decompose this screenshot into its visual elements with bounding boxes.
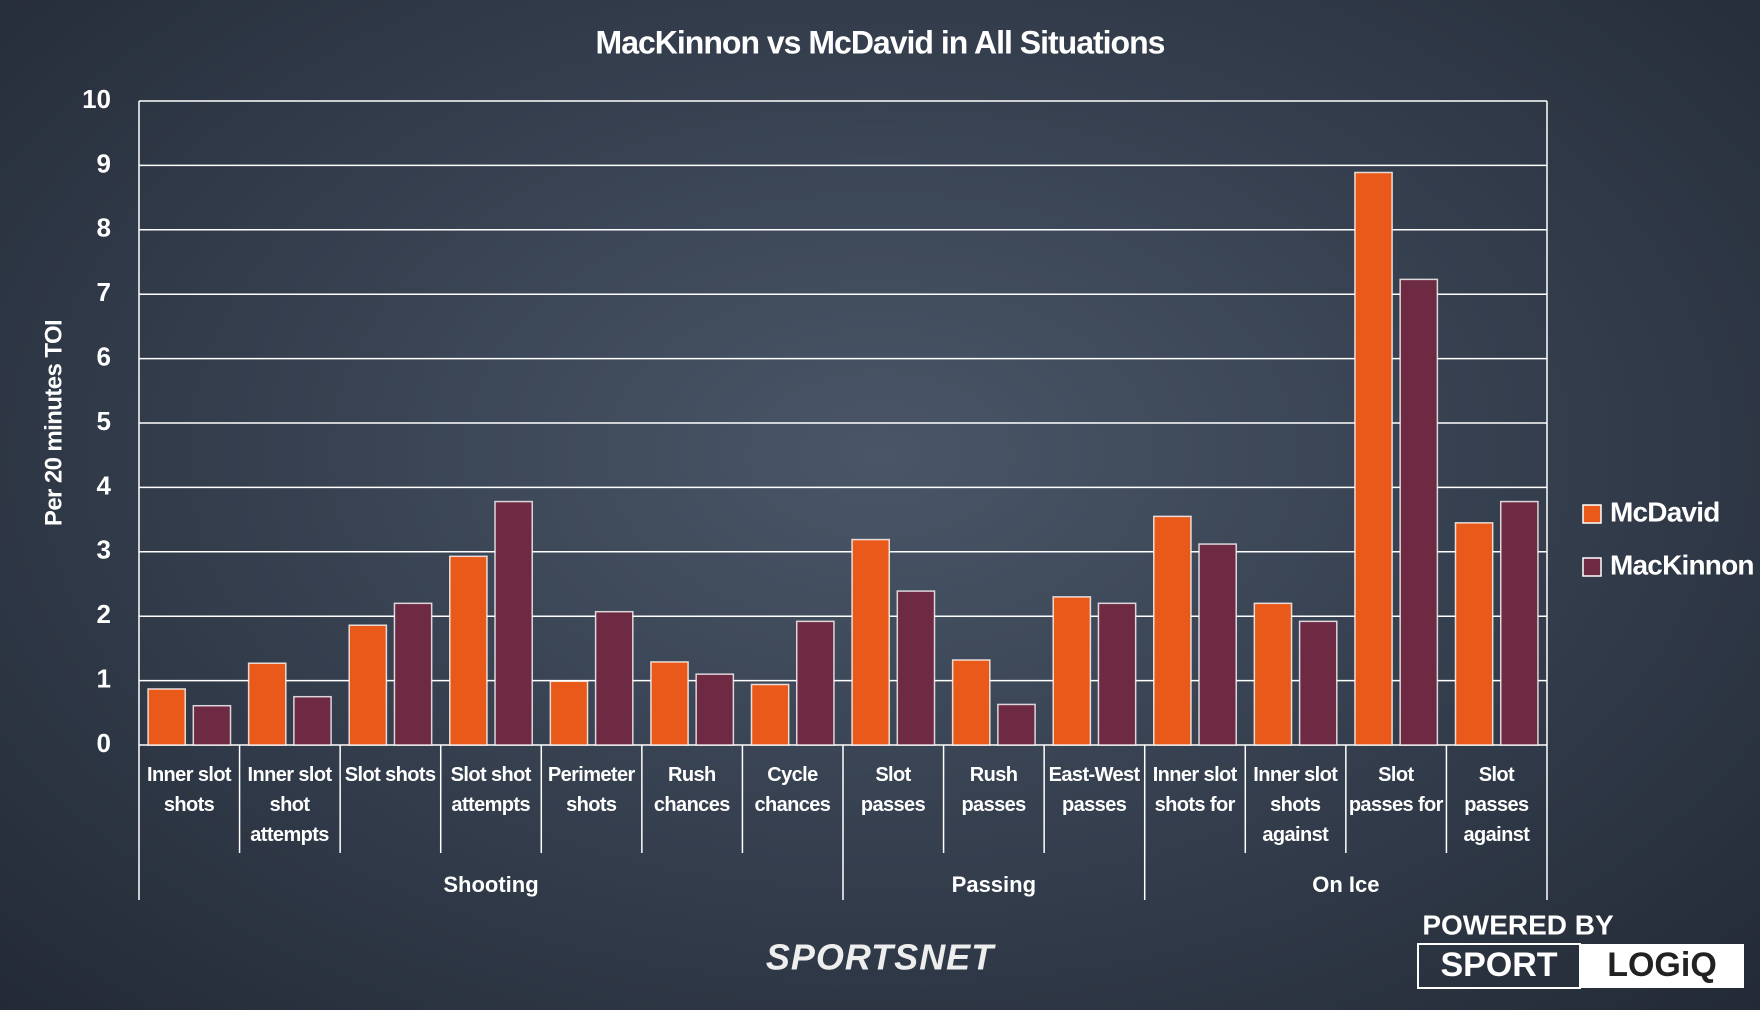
y-tick-label: 3 — [97, 535, 111, 565]
legend-label: McDavid — [1610, 496, 1720, 527]
bar — [750, 683, 790, 746]
x-tick-label: Inner slot shot attempts — [247, 764, 333, 846]
x-tick-label: Inner slot shots against — [1253, 764, 1338, 846]
logo-right: LOGiQ — [1607, 946, 1717, 984]
y-tick-label: 7 — [97, 277, 111, 307]
bar — [951, 659, 991, 746]
y-tick-label: 0 — [97, 728, 111, 758]
bar — [549, 680, 589, 746]
bar — [1097, 602, 1137, 746]
x-tick-label: Inner slot shots — [146, 764, 232, 816]
bar — [1454, 522, 1494, 746]
bar — [147, 688, 187, 746]
bar — [1198, 543, 1237, 746]
x-tick-label: Slot shot attempts — [450, 764, 532, 816]
bar — [650, 661, 689, 746]
group-label: Shooting — [443, 872, 538, 897]
legend-swatch — [1582, 504, 1602, 524]
bar — [494, 500, 533, 746]
bar — [348, 624, 388, 746]
y-tick-label: 10 — [82, 84, 111, 114]
chart-title: MacKinnon vs McDavid in All Situations — [596, 24, 1165, 60]
group-label: On Ice — [1312, 872, 1379, 897]
x-tick-label: Slot passes — [860, 764, 926, 816]
x-tick-label: Slot passes for — [1348, 764, 1444, 816]
x-tick-label: Perimeter shots — [547, 764, 635, 816]
logo-box-fill — [1580, 944, 1744, 988]
x-tick-label: Cycle chances — [754, 764, 831, 816]
x-tick-label: Rush passes — [961, 764, 1026, 816]
x-tick-label: Rush chances — [653, 764, 730, 816]
y-tick-label: 2 — [97, 599, 111, 629]
y-tick-label: 4 — [97, 470, 112, 500]
legend-swatch — [1582, 557, 1602, 577]
bar — [293, 695, 332, 746]
network-logo: SPORTSNET — [766, 937, 996, 978]
bar — [393, 602, 433, 746]
y-tick-label: 1 — [97, 663, 111, 693]
x-tick-label: Inner slot shots for — [1152, 764, 1238, 816]
bar — [795, 620, 835, 746]
bar — [1399, 278, 1439, 746]
bar — [896, 590, 936, 746]
bar — [1298, 620, 1338, 746]
bar — [1253, 602, 1293, 746]
bar — [1153, 515, 1192, 746]
x-tick-label: Slot passes against — [1463, 764, 1530, 846]
logo-left: SPORT — [1440, 946, 1557, 984]
y-tick-label: 6 — [97, 341, 111, 371]
bar — [247, 662, 287, 746]
bar — [1499, 500, 1539, 746]
group-label: Passing — [952, 872, 1036, 897]
y-tick-label: 5 — [97, 406, 111, 436]
y-tick-label: 9 — [97, 148, 111, 178]
legend-label: MacKinnon — [1610, 549, 1754, 580]
bar — [594, 610, 634, 746]
powered-by: POWERED BY — [1422, 909, 1614, 940]
bar — [1052, 596, 1092, 746]
bar — [851, 538, 891, 746]
bar — [695, 673, 735, 746]
bar — [1354, 171, 1393, 746]
bar — [997, 703, 1036, 746]
y-axis-label: Per 20 minutes TOI — [40, 320, 67, 526]
x-tick-label: East-West passes — [1048, 764, 1141, 816]
bar — [192, 704, 232, 746]
y-tick-label: 8 — [97, 213, 111, 243]
x-tick-label: Slot shots — [344, 764, 436, 786]
bar — [449, 555, 488, 746]
